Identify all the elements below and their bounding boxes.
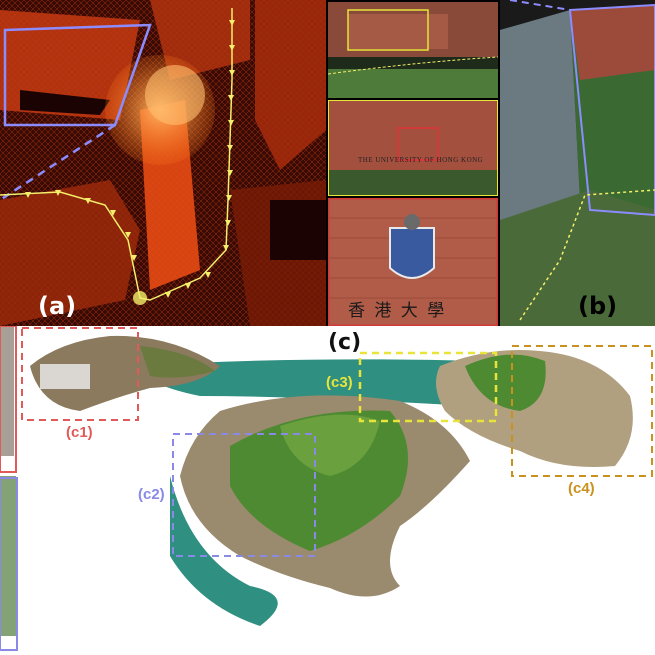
trajectory-path [0, 8, 233, 301]
panel-b-camera-views: THE UNIVERSITY OF HONG KONG 香 港 大 學 [326, 0, 655, 326]
panel-a-pointcloud-map: (a) [0, 0, 326, 326]
building-photo-wide [328, 2, 498, 98]
university-sign-text: THE UNIVERSITY OF HONG KONG [358, 156, 484, 164]
trajectory-markers [25, 20, 235, 298]
panel-b-label: (b) [578, 292, 618, 320]
building-photo-sign: THE UNIVERSITY OF HONG KONG [328, 100, 498, 196]
panel-a-label: (a) [38, 292, 77, 320]
region-c4-box [511, 345, 653, 477]
island-reconstruction-graphic [0, 326, 653, 651]
university-crest-closeup: 香 港 大 學 [328, 198, 498, 326]
panel-c-label: (c) [328, 330, 362, 355]
region-c4-label: (c4) [568, 480, 595, 497]
pointcloud-map-graphic [0, 0, 326, 326]
trajectory-start-cluster [133, 291, 147, 305]
panel-c-island-reconstruction: (c) (c1) (c2) (c3) (c4) [0, 326, 655, 655]
region-c1-box [21, 327, 139, 421]
region-c3-box [358, 351, 498, 423]
region-c1-label: (c1) [66, 424, 93, 441]
region-c3-label: (c3) [326, 374, 353, 391]
crest-shield-icon [389, 227, 435, 279]
region-c2-label: (c2) [138, 486, 165, 503]
chinese-sign-text: 香 港 大 學 [348, 301, 447, 321]
textured-3d-view [500, 0, 655, 326]
zoom-connector-line [0, 123, 116, 202]
